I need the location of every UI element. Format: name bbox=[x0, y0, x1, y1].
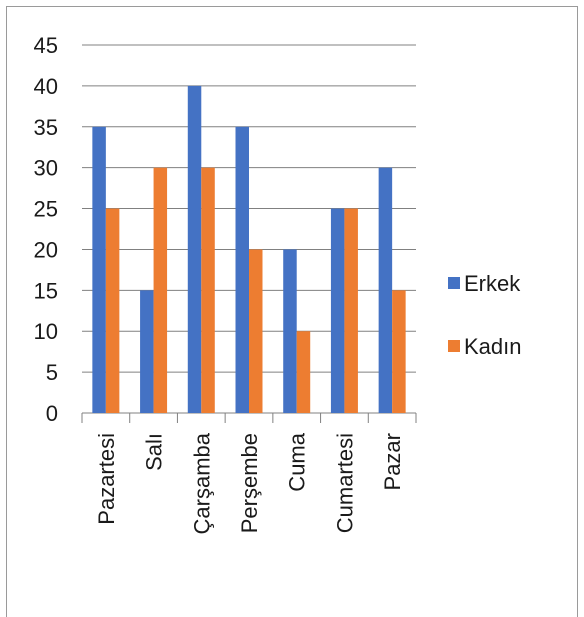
bar-erkek-5 bbox=[330, 208, 345, 413]
bar-erkek-1 bbox=[140, 290, 154, 413]
y-tick-label-5: 5 bbox=[46, 360, 58, 385]
y-tick-label-30: 30 bbox=[34, 156, 58, 181]
bar-kadın-3 bbox=[249, 249, 263, 413]
y-tick-label-15: 15 bbox=[34, 278, 58, 303]
bar-erkek-6 bbox=[378, 167, 393, 413]
bar-erkek-2 bbox=[187, 85, 202, 413]
x-category-label: Perşembe bbox=[237, 433, 262, 533]
y-tick-label-45: 45 bbox=[34, 33, 58, 58]
y-tick-label-20: 20 bbox=[34, 237, 58, 262]
x-category-label: Pazartesi bbox=[94, 433, 119, 525]
bar-erkek-3 bbox=[235, 126, 249, 414]
bar-kadın-5 bbox=[344, 208, 358, 413]
bar-erkek-4 bbox=[283, 249, 297, 413]
bar-kadın-2 bbox=[201, 167, 215, 413]
bar-kadın-1 bbox=[153, 167, 168, 413]
bar-erkek-0 bbox=[92, 126, 106, 414]
y-tick-label-0: 0 bbox=[46, 401, 58, 426]
y-tick-label-35: 35 bbox=[34, 115, 58, 140]
legend-label-kadın: Kadın bbox=[464, 334, 522, 359]
legend-label-erkek: Erkek bbox=[464, 271, 521, 296]
x-category-label: Pazar bbox=[380, 433, 405, 490]
legend-swatch-kadın bbox=[448, 340, 460, 352]
x-category-label: Salı bbox=[142, 433, 167, 471]
bar-kadın-4 bbox=[296, 331, 311, 413]
legend-swatch-erkek bbox=[448, 277, 460, 289]
y-tick-label-40: 40 bbox=[34, 74, 58, 99]
y-tick-label-25: 25 bbox=[34, 197, 58, 222]
bar-kadın-6 bbox=[392, 290, 406, 413]
x-category-label: Çarşamba bbox=[189, 432, 214, 534]
x-category-label: Cuma bbox=[285, 432, 310, 491]
x-category-label: Cumartesi bbox=[332, 433, 357, 533]
y-tick-label-10: 10 bbox=[34, 319, 58, 344]
bar-kadın-0 bbox=[105, 208, 120, 413]
